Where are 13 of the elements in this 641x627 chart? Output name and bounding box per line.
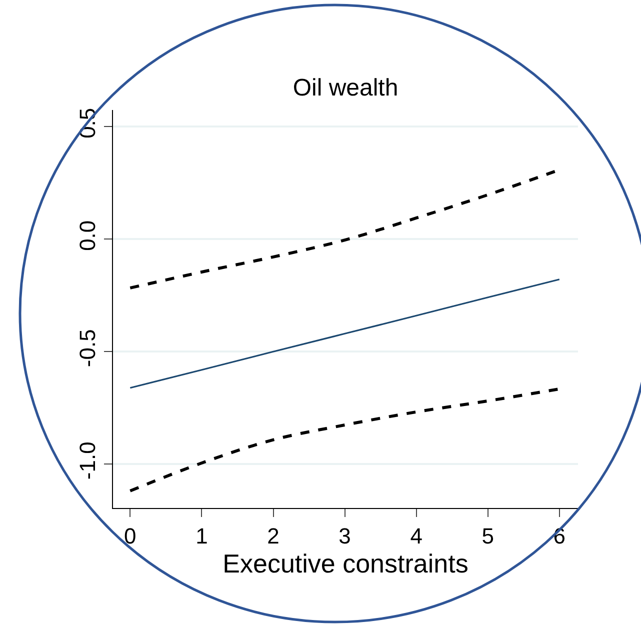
x-tick-label: 5 <box>482 523 494 548</box>
x-tick-label: 0 <box>124 523 136 548</box>
x-tick-label: 4 <box>410 523 422 548</box>
chart-title: Oil wealth <box>292 74 398 102</box>
x-tick-label: 1 <box>196 523 208 548</box>
x-tick-label: 3 <box>338 523 351 548</box>
line-series <box>128 387 561 492</box>
x-axis-title: Executive constraints <box>222 548 468 578</box>
x-tick-label: 2 <box>267 523 280 548</box>
y-tick-label: -0.5 <box>75 329 100 368</box>
y-tick-label: -1.0 <box>75 442 100 480</box>
y-tick-label: 0.0 <box>75 220 100 251</box>
line-series <box>129 278 560 389</box>
